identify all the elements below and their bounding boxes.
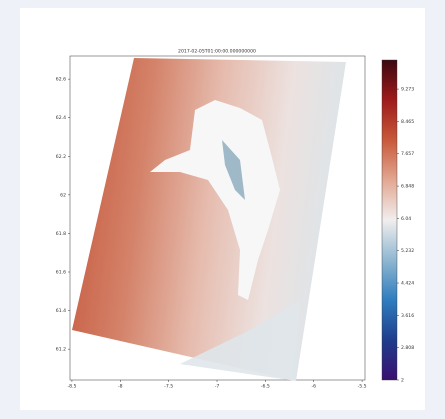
x-tick-label: -5.5 [358, 384, 367, 390]
islands [150, 100, 280, 300]
y-tick-label: 61.6 [56, 270, 66, 276]
x-tick-label: -6 [311, 384, 316, 390]
colorbar-tick-label: 5.232 [401, 248, 414, 254]
y-tick-label: 61.4 [56, 308, 66, 314]
field [72, 58, 346, 381]
colorbar-tick-label: 6.04 [401, 216, 411, 222]
colorbar-tick-label: 2.808 [401, 345, 414, 351]
y-tick-label: 62.6 [56, 77, 66, 83]
y-tick-label: 62.4 [56, 115, 66, 121]
colorbar-tick-label: 6.848 [401, 184, 414, 190]
y-tick-label: 62 [60, 192, 66, 198]
x-tick-label: -6.5 [261, 384, 270, 390]
colorbar-tick-label: 4.424 [401, 281, 414, 287]
x-tick-label: -7 [215, 384, 220, 390]
x-tick-label: -8.5 [67, 384, 76, 390]
colorbar [381, 59, 398, 381]
fjord [222, 140, 245, 200]
field-patch [180, 300, 300, 381]
y-tick-label: 61.8 [56, 231, 66, 237]
colorbar-tick-label: 9.273 [401, 87, 414, 93]
colorbar-tick-label: 7.657 [401, 151, 414, 157]
chart-title: 2017-02-05T01:00:00.000000000 [178, 49, 256, 55]
colorbar-tick-label: 3.616 [401, 313, 414, 319]
y-tick-label: 62.2 [56, 154, 66, 160]
colorbar-tick-label: 2 [401, 378, 404, 384]
colorbar-tick-label: 8.465 [401, 119, 414, 125]
y-tick-label: 61.2 [56, 347, 66, 353]
plot-frame [69, 55, 366, 381]
x-tick-label: -8 [118, 384, 123, 390]
x-tick-label: -7.5 [164, 384, 173, 390]
